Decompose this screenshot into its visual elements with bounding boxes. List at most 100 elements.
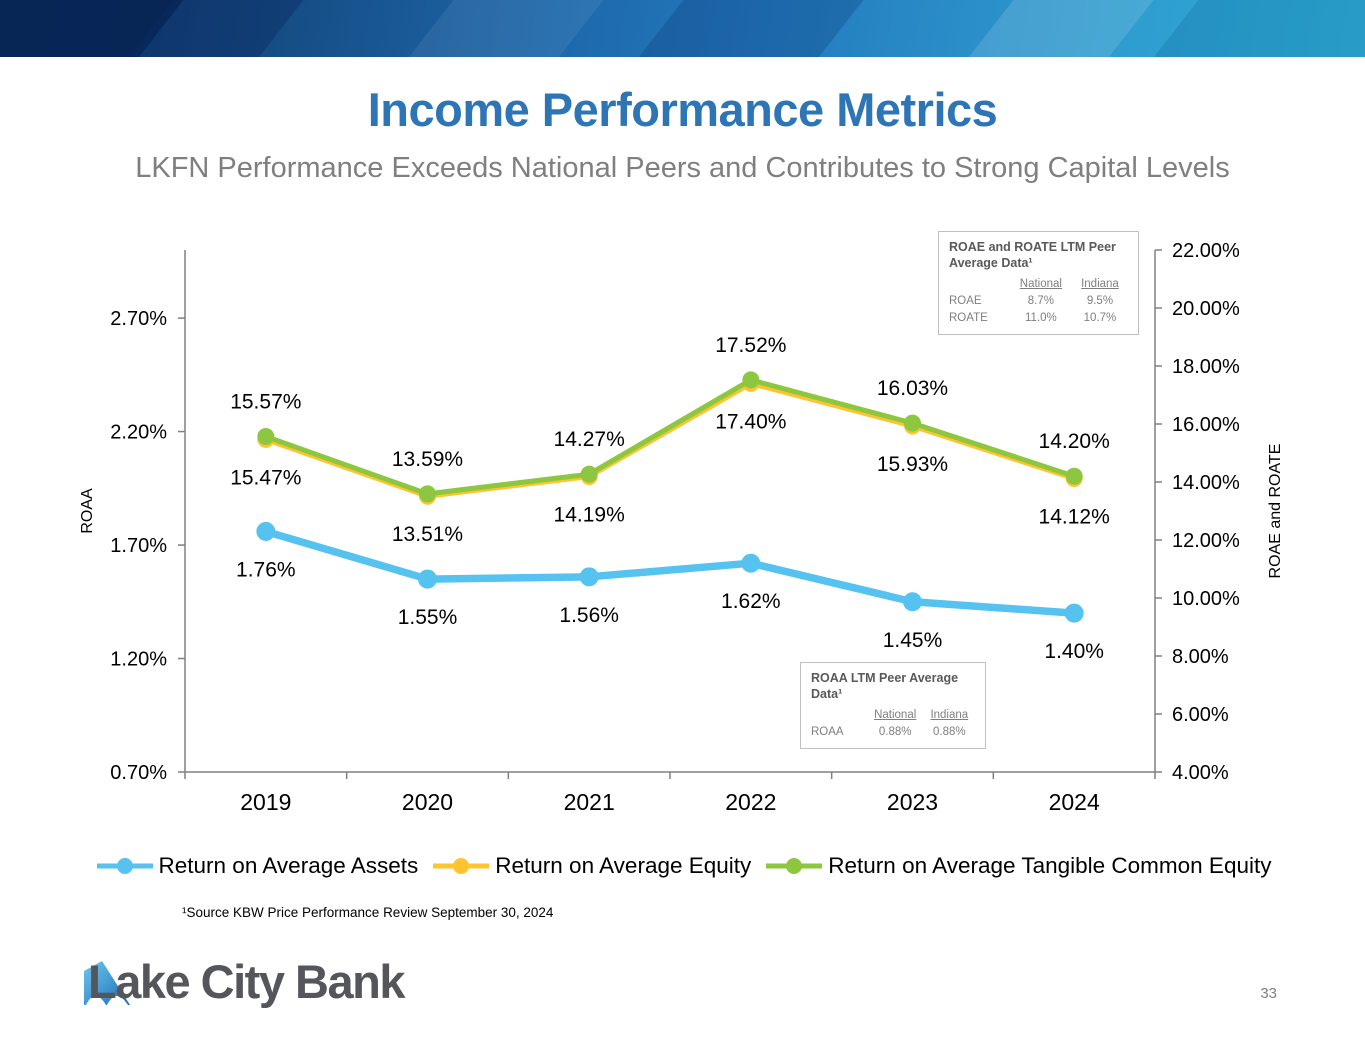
column-header-national: National (874, 709, 917, 721)
right-axis-tick-label: 6.00% (1172, 704, 1229, 726)
data-label: 1.55% (398, 606, 458, 629)
legend-marker-icon (433, 858, 490, 874)
source-footnote: ¹Source KBW Price Performance Review Sep… (182, 905, 554, 920)
roaa-peer-average-box: ROAA LTM Peer Average Data¹ National Ind… (800, 662, 986, 749)
inset-title: ROAA LTM Peer Average Data¹ (811, 671, 959, 702)
left-axis-ticks: 0.70% 1.20% 1.70% 2.20% 2.70% (110, 308, 185, 784)
series-line-3 (257, 371, 1083, 503)
value-cell: 0.88% (878, 726, 912, 738)
slide-title: Income Performance Metrics (367, 83, 998, 136)
peer-average-table: National Indiana ROAE 8.7% 9.5% ROATE 11… (949, 276, 1128, 327)
data-label: 1.40% (1044, 640, 1104, 663)
empty-cell (811, 707, 867, 724)
data-label: 1.76% (236, 558, 296, 581)
legend-item: Return on Average Assets (94, 853, 418, 879)
value-cell: 10.7% (1083, 312, 1117, 324)
right-axis-tick-label: 16.00% (1172, 414, 1240, 436)
data-label: 14.20% (1039, 430, 1110, 453)
chart-legend: Return on Average Assets Return on Averag… (0, 853, 1365, 879)
data-label: 14.19% (554, 503, 625, 526)
legend-marker-icon (96, 858, 153, 874)
data-point-marker (580, 467, 598, 485)
left-axis-tick-label: 1.70% (110, 535, 167, 557)
roae-roate-peer-average-box: ROAE and ROATE LTM Peer Average Data¹ Na… (938, 231, 1139, 335)
legend-label: Return on Average Equity (495, 853, 752, 878)
data-point-marker (257, 430, 275, 448)
data-label: 13.59% (392, 448, 463, 471)
data-label: 1.62% (721, 590, 781, 613)
data-label: 1.56% (559, 604, 619, 627)
banner-stripe (375, 0, 635, 57)
right-axis-tick-label: 22.00% (1172, 240, 1240, 262)
data-point-marker (257, 427, 275, 445)
data-point-marker (1064, 603, 1084, 623)
legend-label: Return on Average Tangible Common Equity (828, 853, 1272, 878)
axis-titles: ROAA ROAE and ROATE (79, 444, 1284, 579)
table-row: ROAA 0.88% 0.88% (811, 724, 975, 741)
table-row: ROATE 11.0% 10.7% (949, 310, 1128, 327)
value-cell: 0.88% (933, 726, 966, 738)
data-label: 17.52% (715, 334, 786, 357)
banner-stripe (935, 0, 1185, 57)
data-point-marker (1065, 470, 1083, 488)
right-axis-tick-label: 20.00% (1172, 298, 1240, 320)
banner-stripe (605, 0, 895, 57)
data-point-marker (904, 417, 921, 435)
legend-marker-icon (766, 858, 823, 874)
column-header-indiana: Indiana (1081, 278, 1119, 290)
banner-stripe (1120, 0, 1365, 57)
data-point-marker (904, 414, 921, 432)
column-header-national: National (1019, 278, 1062, 290)
left-axis-tick-label: 2.20% (110, 422, 167, 444)
data-point-marker (580, 465, 598, 483)
x-axis-label: 2024 (1049, 789, 1100, 815)
right-axis-tick-label: 10.00% (1172, 588, 1240, 610)
lake-city-bank-logo: Lake City Bank (84, 950, 405, 1009)
data-point-marker (418, 569, 437, 589)
series-line-1 (256, 521, 1084, 623)
data-label: 15.57% (230, 390, 301, 413)
data-point-marker (579, 567, 599, 587)
series-line-2 (257, 374, 1083, 505)
data-point-marker (419, 487, 436, 505)
page-number: 33 (1260, 985, 1277, 1002)
value-cell: 8.7% (1027, 295, 1054, 307)
data-label: 13.51% (392, 523, 463, 546)
inset-title: ROAE and ROATE LTM Peer Average Data¹ (949, 240, 1116, 271)
series-1-data-labels: 1.76% 1.55% 1.56% 1.62% 1.45% 1.40% (236, 558, 1104, 663)
x-axis-label: 2021 (564, 789, 615, 815)
legend-item: Return on Average Equity (430, 853, 751, 879)
peer-average-table: National Indiana ROAA 0.88% 0.88% (811, 707, 975, 741)
table-row: ROAE 8.7% 9.5% (949, 293, 1128, 310)
slide-subtitle: LKFN Performance Exceeds National Peers … (135, 152, 1230, 184)
x-axis-label: 2020 (402, 789, 453, 815)
empty-cell (949, 276, 1010, 293)
data-label: 17.40% (715, 410, 786, 433)
right-axis-tick-label: 4.00% (1172, 762, 1229, 784)
row-label: ROAA (811, 726, 844, 738)
data-point-marker (1065, 467, 1083, 485)
legend-item: Return on Average Tangible Common Equity (763, 853, 1271, 879)
bridge-logo-icon (84, 961, 130, 1005)
data-point-marker (419, 485, 436, 503)
value-cell: 9.5% (1086, 295, 1114, 307)
data-label: 14.27% (554, 428, 625, 451)
left-axis-tick-label: 2.70% (110, 308, 167, 330)
right-axis-tick-label: 14.00% (1172, 472, 1240, 494)
row-label: ROATE (949, 312, 988, 324)
data-point-marker (741, 553, 761, 573)
right-axis-tick-label: 12.00% (1172, 530, 1240, 552)
right-axis-tick-label: 8.00% (1172, 646, 1229, 668)
data-point-marker (903, 592, 922, 612)
x-axis-label: 2023 (887, 789, 938, 815)
data-label: 16.03% (877, 377, 948, 400)
series-3-data-labels: 15.57% 13.59% 14.27% 17.52% 16.03% 14.20% (230, 334, 1110, 471)
data-label: 1.45% (883, 629, 943, 652)
series-2-data-labels: 15.47% 13.51% 14.19% 17.40% 15.93% 14.12% (230, 410, 1110, 546)
data-point-marker (742, 371, 760, 389)
column-header-indiana: Indiana (930, 709, 969, 721)
x-axis-label: 2019 (240, 789, 291, 815)
logo-text: Lake City Bank (88, 955, 405, 1009)
x-axis-labels: 2019 2020 2021 2022 2023 2024 (240, 789, 1100, 815)
